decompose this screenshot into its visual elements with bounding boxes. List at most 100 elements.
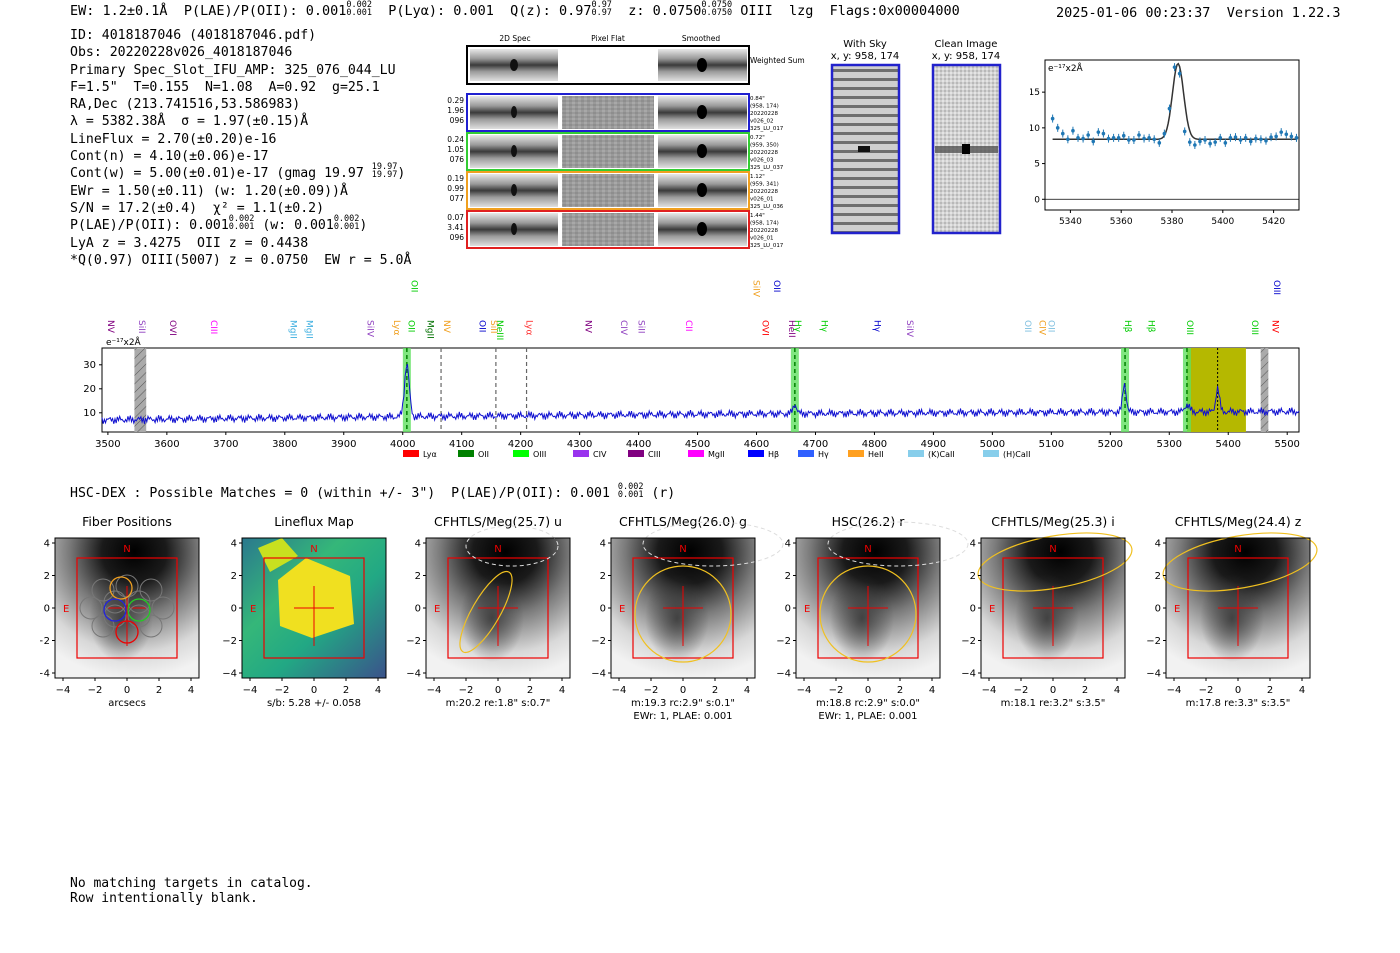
line-label: NeIII [494,320,504,340]
line-label: MgII [424,320,434,339]
qz-value: Q(z): 0.97 [510,3,592,19]
panel-ytick-label: 4 [44,539,50,550]
panel-xtick-label: −2 [1199,685,1214,696]
line-label: NV [1269,320,1279,334]
zoom-point [1106,136,1111,141]
image-panel: CFHTLS/Meg(26.0) g N E 4 2 0 −2 −4 −4 −2 0 2 4 m:19.3… [591,514,784,722]
panel-ytick-label: −2 [406,636,421,647]
line-label: SiIV [364,320,374,338]
zoom-data-points [1050,63,1299,149]
zoom-xtick-label: 5400 [1211,217,1234,227]
info-plae-row: P(LAE)/P(OII): 0.001 0.002 0.001 (w: 0.001… [70,213,368,234]
zoom-point [1050,116,1055,121]
spectrum-xtick-label: 3700 [213,439,238,450]
panel-xtick-label: 4 [1114,685,1120,696]
info-radec: RA,Dec (213.741516,53.586983) [70,97,301,113]
lineflux-blob [278,558,354,638]
panel-sub1: m:20.2 re:1.8" s:0.7" [446,698,551,709]
panel-ytick-label: −4 [40,669,50,680]
fiber-circle-green [127,598,151,622]
legend-swatch [573,450,589,457]
zoom-point [1071,128,1075,133]
panel-ytick-label: 0 [600,604,606,615]
legend-label: CIII [648,450,661,459]
legend-label: MgII [708,450,725,459]
zoom-point [1208,141,1212,146]
timestamp-version: 2025-01-06 00:23:37 Version 1.22.3 [1056,5,1341,21]
north-label: N [123,544,130,555]
fiber-pixelflat [562,174,654,207]
panel-title: Fiber Positions [82,514,172,529]
panels-group: Fiber Positions N E 4 2 0 −2 −4 −4 −2 0 2 4 arcsecs Li… [40,514,1318,722]
hsc-summary: HSC-DEX : Possible Matches = 0 (within +… [70,482,675,501]
zoom-xtick-label: 5380 [1161,217,1184,227]
legend-swatch [403,450,419,457]
zoom-ytick-label: 15 [1030,88,1040,98]
fiber-left-label: 0.24 [447,135,464,144]
fiber-circle [79,596,103,620]
fiber-right-label: v026_03 [750,158,774,164]
spectrum-xtick-label: 4900 [921,439,946,450]
zoom-point [1218,136,1223,140]
panel-ytick-label: −4 [406,669,421,680]
contw-lo: 19.97 [371,170,398,181]
line-label: OIII [1249,320,1259,335]
line-label: Hγ [871,320,881,333]
panel-xtick-label: −2 [459,685,474,696]
zoom-point [1137,133,1141,137]
legend-label: Hγ [818,450,829,459]
fiber-2dspec-blob [511,223,517,235]
contw-hi: 19.97 [371,161,398,172]
panel-xtick-label: −4 [427,685,442,696]
north-label: N [1234,544,1241,555]
plae-value: P(LAE)/P(OII): 0.001 [183,3,347,19]
panel-sub1: m:18.8 rc:2.9" s:0.0" [816,698,920,709]
aperture-box [817,557,919,659]
line-label: CIV [618,320,628,336]
panel-xtick-label: 0 [124,685,130,696]
fiber-right-label: v026_01 [750,197,774,203]
fiber-smoothed-blob [697,144,707,158]
info-plae-w: (w: 0.001 [262,218,334,234]
panel-ytick-label: −2 [591,636,606,647]
fiber-right-label: v026_02 [750,119,774,125]
zoom-point [1101,131,1106,136]
zoom-point [1269,135,1273,139]
fiber-circle [103,590,127,614]
legend-swatch [458,450,474,457]
panel-ytick-label: 2 [970,571,976,582]
east-label: E [804,604,810,615]
aperture-box [632,557,734,659]
panel-xtick-label: 2 [527,685,533,696]
line-label: NV [583,320,593,334]
fiber-2dspec-blob [511,106,517,118]
fiber-right-label: (959, 350) [750,143,779,149]
fiber-2dspec-blob [511,184,517,196]
fiber-circle [91,578,115,602]
with-sky-xy: x, y: 958, 174 [831,51,900,62]
line-label: Lyα [524,320,534,336]
line-label: OII [476,320,486,332]
line-name: OIII [740,3,773,19]
fiber-right-label: 325_LU_037 [750,165,784,171]
panel-xtick-label: −4 [243,685,258,696]
info-contw: Cont(w) = 5.00(±0.01)e-17 (gmag 19.97 [70,166,364,182]
fit-window-region [1186,348,1246,432]
fiber-right-label: (958, 174) [750,104,779,110]
zoom-point [1147,136,1151,140]
legend-label: OIII [533,450,546,459]
zoom-point [1254,136,1258,141]
panel-ytick-label: −2 [222,636,237,647]
fiber-circle-red [115,620,139,644]
info-q: *Q(0.97) OIII(5007) z = 0.0750 EW r = 5.… [70,252,412,268]
north-label: N [310,544,317,555]
legend-label: Lyα [423,450,437,459]
spectrum-xtick-label: 5200 [1098,439,1123,450]
weighted-sum-box [466,45,750,85]
legend-label: CIV [593,450,607,459]
zoom-point [1289,134,1294,139]
fiber-circle [139,578,163,602]
spectra-cutouts: 2D Spec Pixel Flat Smoothed Weighted Sum… [447,34,1002,249]
zoom-yticks: 15 10 5 0 [1030,88,1045,205]
info-fparams: F=1.5" T=0.155 N=1.08 A=0.92 g=25.1 [70,79,380,95]
